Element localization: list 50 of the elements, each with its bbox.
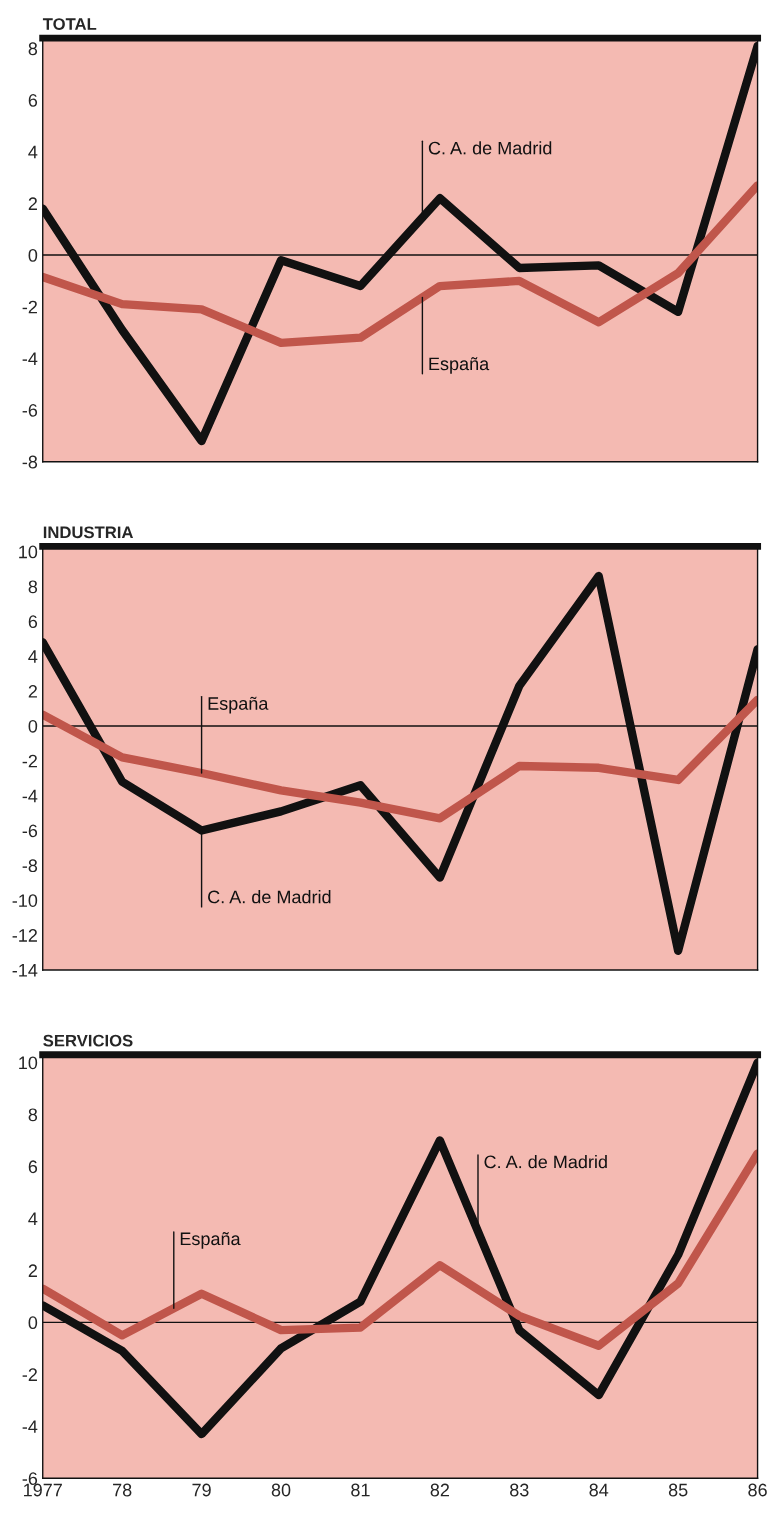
x-tick-label: 85 <box>668 1483 688 1497</box>
chart-title: TOTAL <box>42 18 97 30</box>
y-tick-label: 4 <box>28 1212 38 1225</box>
y-tick-label: 6 <box>28 615 38 629</box>
y-tick-label: 6 <box>28 1160 38 1174</box>
annotation: C. A. de Madrid <box>208 890 331 904</box>
y-tick-label: -14 <box>12 964 38 977</box>
y-tick-label: -2 <box>22 300 37 314</box>
x-tick-label: 80 <box>271 1483 291 1497</box>
y-tick-label: 8 <box>28 1108 38 1122</box>
y-tick-label: -8 <box>22 859 38 873</box>
x-tick-label: 84 <box>589 1483 609 1497</box>
y-tick-label: -4 <box>22 789 38 803</box>
chart-title: INDUSTRIA <box>43 526 134 539</box>
y-tick-label: -2 <box>22 1368 37 1381</box>
y-tick-label: -2 <box>22 754 37 768</box>
annotation: C. A. de Madrid <box>428 141 552 155</box>
annotation: C. A. de Madrid <box>484 1155 607 1169</box>
y-tick-label: -12 <box>12 929 37 942</box>
y-tick-label: 4 <box>28 145 38 159</box>
y-tick-label: 10 <box>19 1056 38 1070</box>
y-tick-label: -10 <box>12 894 38 907</box>
x-tick-label: 1977 <box>24 1483 62 1497</box>
y-tick-label: 4 <box>28 650 38 663</box>
y-tick-label: 10 <box>19 545 38 559</box>
x-tick-label: 79 <box>192 1483 211 1497</box>
annotation: España <box>208 696 269 714</box>
y-tick-label: -6 <box>22 403 38 417</box>
y-tick-label: 8 <box>28 42 38 56</box>
x-tick-label: 78 <box>113 1483 132 1497</box>
y-tick-label: 8 <box>28 580 38 594</box>
y-tick-label: -8 <box>22 455 38 469</box>
y-tick-label: -4 <box>22 1420 38 1433</box>
y-tick-label: 2 <box>28 685 37 698</box>
annotation: España <box>180 1232 241 1249</box>
x-tick-label: 86 <box>748 1483 767 1497</box>
y-tick-label: 0 <box>28 719 38 733</box>
y-tick-label: 2 <box>28 197 37 210</box>
x-tick-label: 82 <box>430 1483 449 1497</box>
y-tick-label: -6 <box>22 824 38 838</box>
y-tick-label: 0 <box>28 248 38 262</box>
y-tick-label: 2 <box>28 1264 37 1277</box>
x-tick-label: 83 <box>510 1483 529 1497</box>
chart-title: SERVICIOS <box>43 1034 133 1047</box>
y-tick-label: -6 <box>22 1472 38 1485</box>
y-tick-label: -4 <box>22 352 38 365</box>
y-tick-label: 6 <box>28 94 38 107</box>
x-tick-label: 81 <box>351 1483 370 1497</box>
annotation: España <box>429 357 490 374</box>
y-tick-label: 0 <box>28 1316 38 1330</box>
